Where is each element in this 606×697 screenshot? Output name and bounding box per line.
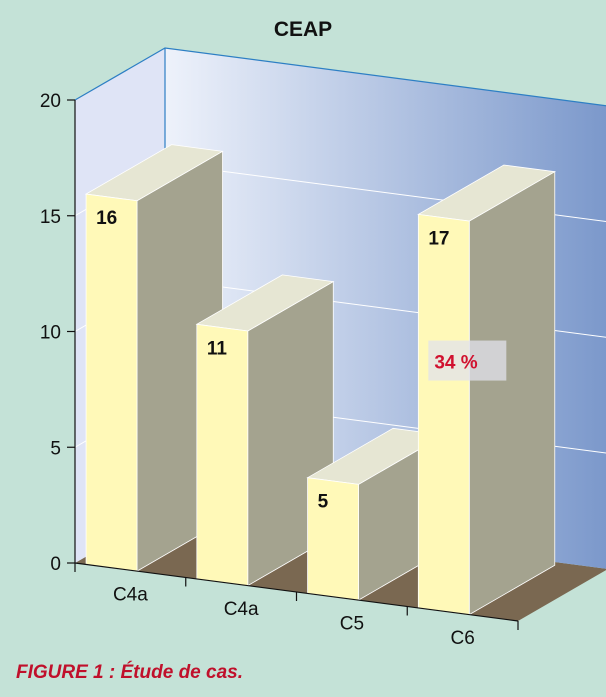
data-label: 17: [428, 228, 449, 249]
wall-outline: [74, 47, 606, 107]
figure-caption: FIGURE 1 : Étude de cas.: [16, 662, 243, 683]
data-label: 11: [207, 338, 228, 359]
x-tick-label: C4a: [224, 599, 259, 620]
bar-front-face: [196, 323, 249, 587]
bar-side-face: [468, 170, 556, 616]
bar-front-face: [307, 477, 359, 601]
chart-title: CEAP: [273, 18, 333, 41]
y-tick-label: 5: [50, 438, 61, 459]
y-tick-label: 10: [40, 323, 61, 344]
data-label: 5: [318, 492, 329, 513]
percentage-annotation: 34 %: [434, 353, 477, 374]
y-tick-label: 20: [40, 91, 61, 112]
y-tick-label: 0: [50, 554, 61, 575]
x-tick-label: C5: [340, 613, 364, 634]
x-tick-label: C6: [450, 628, 474, 649]
annotation-box: [428, 340, 507, 381]
bar-front-face: [417, 213, 470, 616]
x-tick-label: C4a: [113, 584, 148, 605]
bar-c6: [417, 164, 556, 616]
bar-front-face: [85, 193, 138, 572]
data-label: 16: [96, 208, 117, 229]
y-tick-label: 15: [40, 207, 61, 228]
